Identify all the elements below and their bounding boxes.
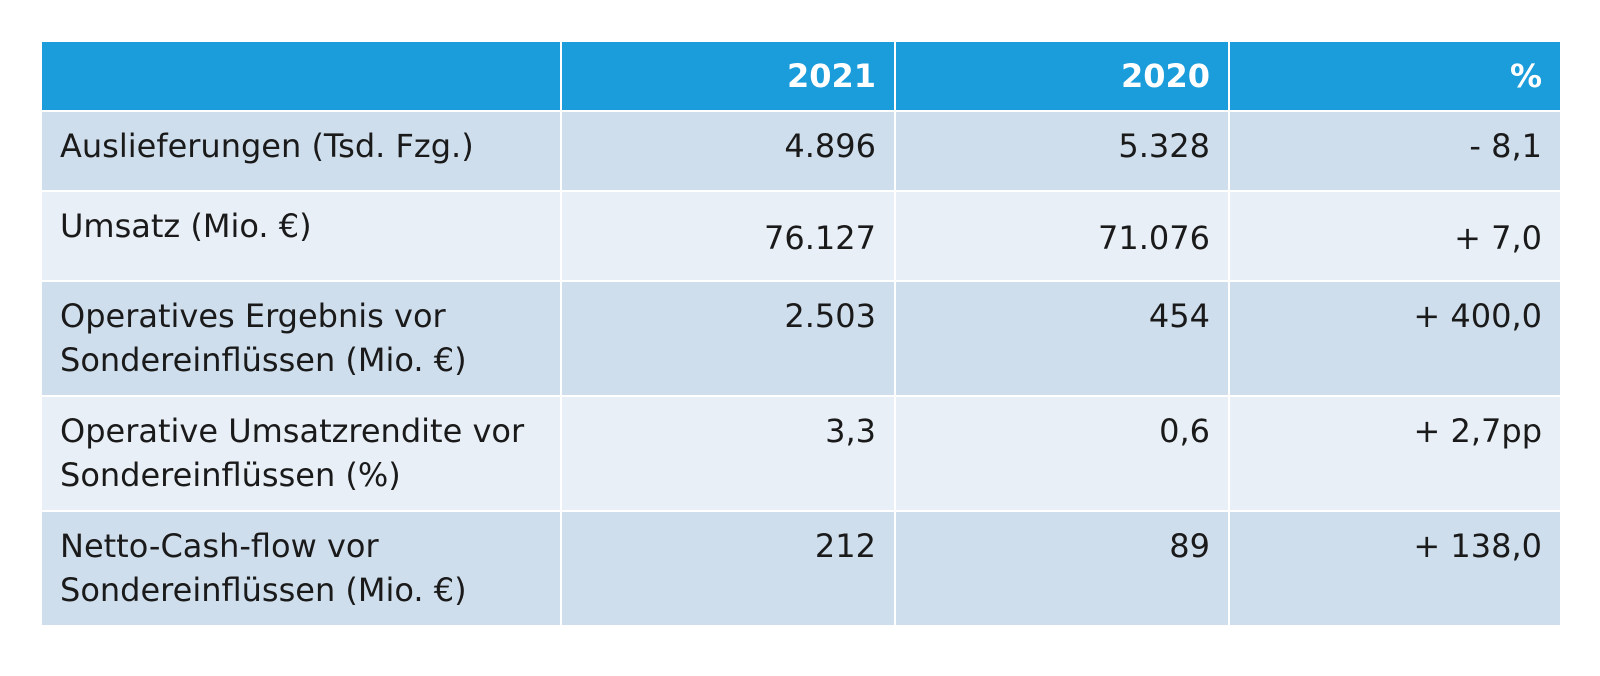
value-2021: 212	[560, 510, 896, 627]
value-2020: 5.328	[894, 110, 1230, 192]
row-label: Operative Umsatzrendite vor Sondereinflü…	[40, 395, 562, 512]
value-percent: + 400,0	[1228, 280, 1562, 397]
row-label: Netto-Cash-flow vor Sondereinflüssen (Mi…	[40, 510, 562, 627]
value-percent: + 138,0	[1228, 510, 1562, 627]
table-row: Operative Umsatzrendite vor Sondereinflü…	[40, 395, 1562, 512]
table-row: Umsatz (Mio. €) 76.127 71.076 + 7,0	[40, 190, 1562, 282]
header-2020: 2020	[894, 40, 1230, 112]
value-2021: 76.127	[560, 190, 896, 282]
header-empty	[40, 40, 562, 112]
value-2020: 71.076	[894, 190, 1230, 282]
financial-table-container: 2021 2020 % Auslieferungen (Tsd. Fzg.) 4…	[40, 40, 1562, 627]
row-label: Operatives Ergebnis vor Sondereinflüssen…	[40, 280, 562, 397]
value-percent: + 7,0	[1228, 190, 1562, 282]
value-2020: 0,6	[894, 395, 1230, 512]
header-percent: %	[1228, 40, 1562, 112]
table-row: Auslieferungen (Tsd. Fzg.) 4.896 5.328 -…	[40, 110, 1562, 192]
row-label: Auslieferungen (Tsd. Fzg.)	[40, 110, 562, 192]
financial-table: 2021 2020 % Auslieferungen (Tsd. Fzg.) 4…	[40, 40, 1562, 627]
value-2020: 89	[894, 510, 1230, 627]
table-row: Operatives Ergebnis vor Sondereinflüssen…	[40, 280, 1562, 397]
row-label: Umsatz (Mio. €)	[40, 190, 562, 282]
value-percent: - 8,1	[1228, 110, 1562, 192]
table-header-row: 2021 2020 %	[40, 40, 1562, 112]
table-row: Netto-Cash-flow vor Sondereinflüssen (Mi…	[40, 510, 1562, 627]
value-percent: + 2,7pp	[1228, 395, 1562, 512]
value-2021: 3,3	[560, 395, 896, 512]
header-2021: 2021	[560, 40, 896, 112]
value-2021: 4.896	[560, 110, 896, 192]
value-2020: 454	[894, 280, 1230, 397]
value-2021: 2.503	[560, 280, 896, 397]
